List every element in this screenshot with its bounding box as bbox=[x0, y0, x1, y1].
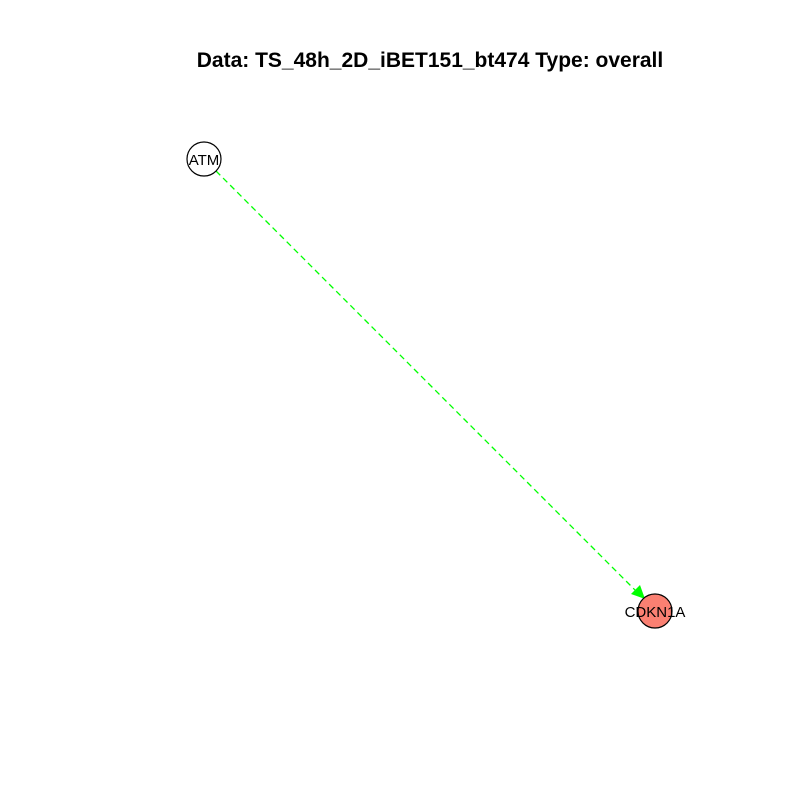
node-label: CDKN1A bbox=[625, 604, 686, 621]
node-circle bbox=[637, 593, 673, 629]
node-circle bbox=[186, 141, 222, 177]
edge-arrowhead bbox=[631, 585, 645, 599]
edge-atm-cdkn1a bbox=[215, 170, 638, 593]
node-label: ATM bbox=[189, 152, 220, 169]
node-cdkn1a: CDKN1A bbox=[625, 593, 686, 629]
plot-title: Data: TS_48h_2D_iBET151_bt474 Type: over… bbox=[196, 49, 664, 72]
node-atm: ATM bbox=[186, 141, 222, 177]
